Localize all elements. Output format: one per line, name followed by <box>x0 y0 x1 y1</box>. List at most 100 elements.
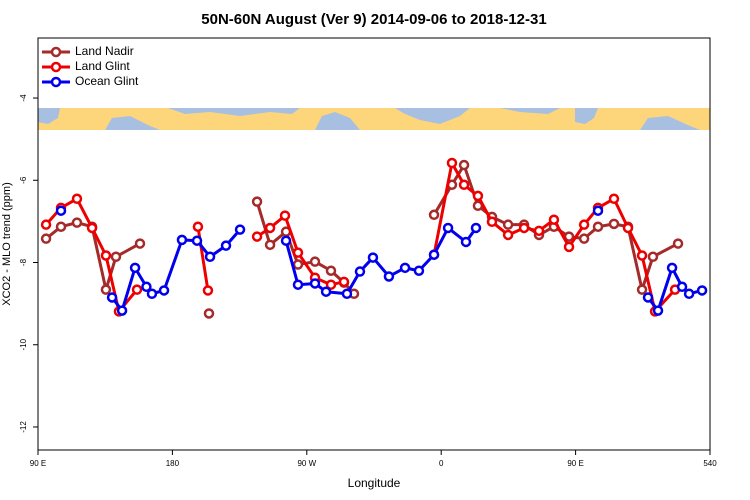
point <box>292 259 304 270</box>
point <box>428 209 440 221</box>
point <box>578 219 590 230</box>
map-water <box>640 116 700 130</box>
point <box>292 247 304 258</box>
point <box>264 239 276 251</box>
point <box>442 222 454 234</box>
point <box>563 241 575 253</box>
point <box>592 221 604 232</box>
x-tick-label: 90 W <box>297 459 316 468</box>
point <box>86 222 98 234</box>
point <box>203 308 215 319</box>
point <box>55 205 67 216</box>
point <box>110 251 122 262</box>
point <box>280 235 292 246</box>
legend-marker <box>50 61 62 73</box>
point <box>158 285 170 296</box>
point <box>486 216 498 228</box>
point <box>251 231 263 242</box>
point <box>320 286 332 297</box>
point <box>458 159 470 171</box>
point <box>204 251 216 262</box>
map-water <box>315 112 360 130</box>
y-tick-label: -10 <box>19 338 28 350</box>
point <box>683 288 695 300</box>
point <box>367 252 379 263</box>
point <box>325 265 337 276</box>
point <box>40 233 52 244</box>
point <box>548 214 560 225</box>
y-tick-label: -6 <box>19 176 28 184</box>
legend-label: Ocean Glint <box>75 74 139 88</box>
point <box>502 229 514 241</box>
point <box>71 193 83 205</box>
map-water <box>500 108 560 114</box>
point <box>472 190 484 202</box>
point <box>134 238 146 249</box>
point <box>696 285 708 296</box>
y-tick-label: -8 <box>19 258 28 266</box>
x-axis-label: Longitude <box>348 476 401 490</box>
point <box>176 234 188 246</box>
point <box>234 224 246 235</box>
x-tick-label: 180 <box>166 459 180 468</box>
point <box>106 292 118 303</box>
point <box>264 222 276 234</box>
point <box>116 305 128 316</box>
point <box>470 222 482 234</box>
point <box>399 262 411 274</box>
point <box>354 266 366 277</box>
point <box>636 284 648 295</box>
point <box>141 281 152 293</box>
point <box>309 256 321 267</box>
point <box>325 279 337 290</box>
point <box>533 225 545 237</box>
point <box>71 217 83 228</box>
point <box>341 288 353 300</box>
point <box>518 222 530 234</box>
legend-marker <box>50 46 62 58</box>
point <box>446 157 458 169</box>
point <box>592 205 604 216</box>
point <box>652 305 664 316</box>
point <box>672 238 684 249</box>
point <box>192 221 204 232</box>
legend-label: Land Glint <box>75 59 130 73</box>
y-tick-label: -12 <box>19 421 28 433</box>
point <box>608 193 620 205</box>
x-tick-label: 540 <box>703 459 717 468</box>
point <box>220 240 232 251</box>
point <box>676 281 688 293</box>
point <box>292 279 304 290</box>
point <box>622 222 634 234</box>
point <box>129 262 141 274</box>
point <box>428 249 440 260</box>
point <box>502 219 514 230</box>
x-tick-label: 0 <box>439 459 444 468</box>
chart-title: 50N-60N August (Ver 9) 2014-09-06 to 201… <box>201 11 546 28</box>
point <box>202 285 214 296</box>
x-tick-label: 90 E <box>30 459 46 468</box>
point <box>55 221 67 232</box>
map-water <box>105 116 160 130</box>
legend-marker <box>50 76 62 88</box>
point <box>413 265 425 276</box>
point <box>647 251 659 262</box>
point <box>279 210 291 221</box>
point <box>458 179 470 191</box>
point <box>40 219 52 230</box>
point <box>100 250 112 261</box>
point <box>251 196 263 207</box>
point <box>338 276 350 288</box>
point <box>146 288 158 300</box>
point <box>383 271 395 282</box>
x-tick-label: 90 E <box>567 459 583 468</box>
map-water <box>168 108 300 116</box>
point <box>578 233 590 244</box>
point <box>636 250 648 261</box>
point <box>191 235 203 246</box>
point <box>309 278 321 289</box>
point <box>460 236 472 248</box>
